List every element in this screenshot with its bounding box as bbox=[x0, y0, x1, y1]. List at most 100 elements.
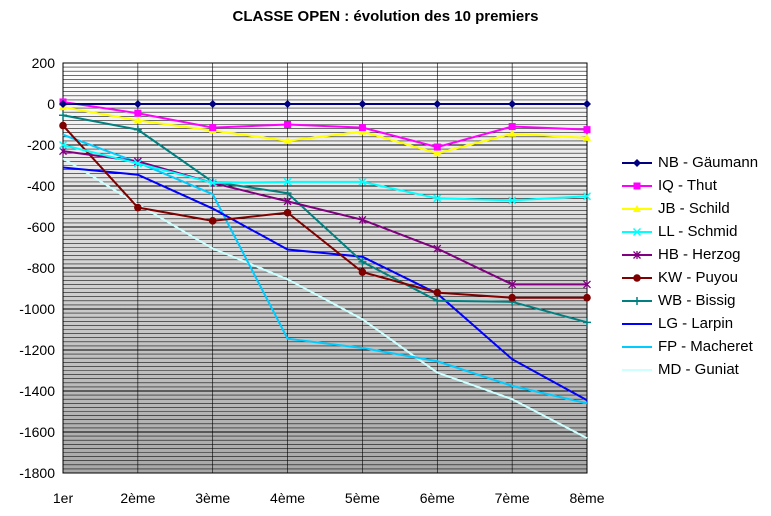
data-point bbox=[583, 280, 591, 289]
series-lines bbox=[58, 98, 592, 440]
data-point bbox=[134, 109, 142, 117]
x-tick-label: 3ème bbox=[195, 490, 230, 506]
legend-label: MD - Guniat bbox=[658, 361, 739, 378]
x-tick-label: 5ème bbox=[345, 490, 380, 506]
series-1 bbox=[59, 100, 591, 108]
y-tick-label: -600 bbox=[27, 219, 55, 235]
legend-swatch bbox=[622, 322, 652, 325]
legend-label: IQ - Thut bbox=[658, 177, 717, 194]
data-point bbox=[433, 288, 442, 297]
data-point bbox=[433, 100, 442, 108]
series-line bbox=[62, 144, 588, 202]
y-tick-label: -1000 bbox=[19, 301, 55, 317]
legend-label: KW - Puyou bbox=[658, 269, 739, 286]
legend-item: MD - Guniat bbox=[620, 358, 770, 381]
data-point bbox=[583, 293, 591, 302]
legend-item: KW - Puyou bbox=[620, 266, 770, 289]
data-point bbox=[358, 215, 367, 224]
x-tick-label: 6ème bbox=[420, 490, 455, 506]
data-point bbox=[508, 196, 517, 205]
legend-item: LL - Schmid bbox=[620, 220, 770, 243]
series-line bbox=[62, 114, 588, 324]
data-point bbox=[283, 197, 292, 206]
y-tick-label: -1200 bbox=[19, 342, 55, 358]
legend-marker bbox=[633, 250, 641, 259]
data-point bbox=[283, 208, 292, 217]
legend-item: WB - Bissig bbox=[620, 289, 770, 312]
data-point bbox=[583, 126, 591, 134]
x-tick-label: 2ème bbox=[120, 490, 155, 506]
y-tick-label: 0 bbox=[47, 96, 55, 112]
data-point bbox=[59, 121, 67, 130]
y-tick-label: 200 bbox=[32, 55, 56, 71]
legend-marker bbox=[633, 296, 641, 305]
data-point bbox=[358, 100, 367, 108]
legend-item: JB - Schild bbox=[620, 197, 770, 220]
legend-swatch bbox=[622, 273, 652, 282]
legend-swatch bbox=[622, 204, 652, 212]
legend-item: LG - Larpin bbox=[620, 312, 770, 335]
data-point bbox=[59, 111, 67, 120]
data-point bbox=[358, 127, 367, 135]
legend-label: LL - Schmid bbox=[658, 223, 738, 240]
legend-marker bbox=[633, 182, 641, 189]
legend-item: FP - Macheret bbox=[620, 335, 770, 358]
x-tick-label: 8ème bbox=[569, 490, 604, 506]
data-point bbox=[58, 140, 68, 150]
legend: NB - Gäumann IQ - Thut JB - Schild LL - Sch… bbox=[620, 151, 770, 381]
data-point bbox=[582, 192, 592, 201]
legend-item: HB - Herzog bbox=[620, 243, 770, 266]
data-point bbox=[208, 178, 217, 187]
series-line bbox=[62, 106, 588, 155]
data-point bbox=[133, 159, 142, 168]
data-point bbox=[133, 125, 142, 134]
data-point bbox=[433, 143, 441, 151]
data-point bbox=[208, 217, 217, 225]
series-3 bbox=[59, 103, 591, 157]
data-point bbox=[59, 147, 67, 156]
legend-label: NB - Gäumann bbox=[658, 154, 759, 171]
plot-border bbox=[62, 62, 588, 474]
series-line bbox=[62, 157, 588, 440]
series-10 bbox=[62, 157, 588, 440]
series-line bbox=[62, 150, 587, 286]
data-point bbox=[209, 124, 217, 132]
series-line bbox=[62, 166, 588, 402]
data-point bbox=[433, 296, 442, 305]
y-tick-label: -1800 bbox=[19, 465, 55, 481]
data-point bbox=[508, 280, 517, 289]
data-point bbox=[508, 100, 517, 108]
legend-marker bbox=[633, 158, 641, 167]
legend-marker bbox=[633, 204, 641, 212]
data-point bbox=[508, 129, 517, 137]
chart-title: CLASSE OPEN : évolution des 10 premiers bbox=[232, 8, 539, 25]
y-tick-label: -800 bbox=[27, 260, 55, 276]
y-tick-label: -1600 bbox=[19, 424, 55, 440]
data-point bbox=[433, 244, 442, 253]
legend-label: JB - Schild bbox=[658, 200, 730, 217]
data-point bbox=[583, 318, 591, 327]
legend-swatch bbox=[622, 250, 652, 259]
data-point bbox=[358, 257, 367, 266]
legend-swatch bbox=[622, 227, 652, 236]
series-8 bbox=[62, 166, 588, 402]
series-line bbox=[62, 100, 588, 149]
legend-label: WB - Bissig bbox=[658, 292, 736, 309]
data-point bbox=[283, 100, 292, 108]
legend-label: FP - Macheret bbox=[658, 338, 753, 355]
data-point bbox=[358, 124, 366, 132]
data-point bbox=[508, 123, 516, 131]
x-tick-label: 4ème bbox=[270, 490, 305, 506]
y-tick-label: -1400 bbox=[19, 383, 55, 399]
legend-swatch bbox=[622, 182, 652, 189]
series-line bbox=[62, 124, 587, 299]
data-point bbox=[283, 177, 292, 186]
x-tick-label: 7ème bbox=[495, 490, 530, 506]
data-point bbox=[358, 268, 367, 276]
data-point bbox=[433, 194, 442, 203]
legend-item: NB - Gäumann bbox=[620, 151, 770, 174]
data-point bbox=[433, 149, 442, 157]
data-point bbox=[59, 100, 67, 108]
data-point bbox=[134, 203, 142, 212]
